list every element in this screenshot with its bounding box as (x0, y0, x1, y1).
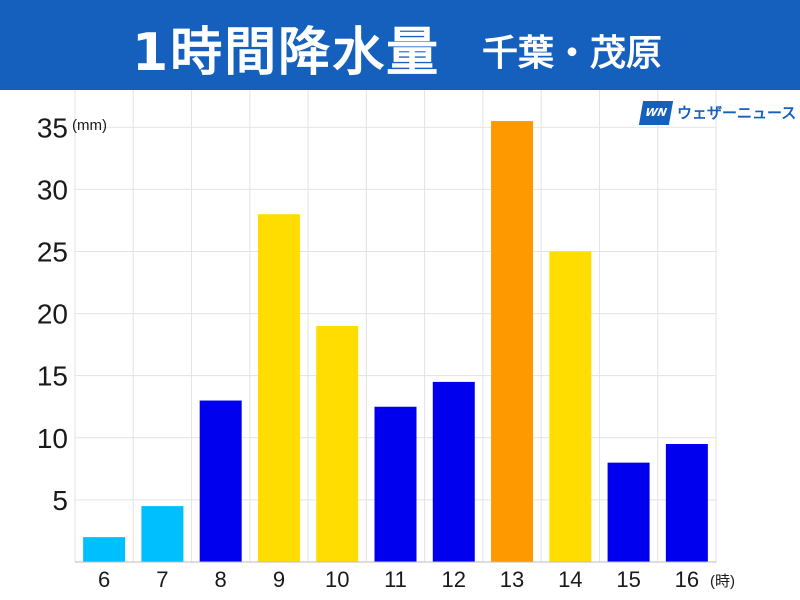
y-tick-label: 35 (37, 112, 68, 143)
y-tick-label: 25 (37, 236, 68, 267)
bar-chart: 5 10 15 20 25 30 35 6 7 8 9 10 11 12 13 14 15 16 (mm) (時) (37, 90, 735, 592)
wni-badge-icon: WN (638, 101, 674, 125)
bar (374, 406, 417, 562)
x-tick-label: 13 (500, 567, 524, 592)
y-tick-label: 30 (37, 174, 68, 205)
x-tick-label: 8 (215, 567, 227, 592)
x-tick-label: 7 (156, 567, 168, 592)
y-tick-label: 5 (52, 485, 68, 516)
bar (141, 506, 184, 562)
bars (83, 121, 708, 563)
bar (199, 400, 242, 562)
x-tick-label: 15 (616, 567, 640, 592)
chart-title: 1時間降水量 (132, 23, 441, 83)
bar (83, 537, 126, 562)
bar (665, 444, 708, 562)
x-tick-label: 9 (273, 567, 285, 592)
x-tick-label: 6 (98, 567, 110, 592)
axes: 5 10 15 20 25 30 35 6 7 8 9 10 11 12 13 14 15 16 (37, 112, 716, 592)
x-tick-label: 12 (442, 567, 466, 592)
weathernews-logo: WN ウェザーニュース (638, 101, 796, 125)
bar (607, 462, 650, 562)
x-axis-unit: (時) (710, 573, 735, 590)
grid (74, 90, 717, 562)
y-tick-label: 15 (37, 361, 68, 392)
bar (432, 381, 475, 562)
title-bar: 1時間降水量 千葉・茂原 (0, 0, 800, 90)
x-tick-label: 10 (325, 567, 349, 592)
bar (257, 214, 300, 563)
y-tick-label: 20 (37, 299, 68, 330)
y-tick-label: 10 (37, 423, 68, 454)
bar (491, 121, 534, 562)
location-label: 千葉・茂原 (482, 33, 663, 74)
x-tick-label: 16 (675, 567, 699, 592)
x-tick-label: 14 (558, 567, 582, 592)
bar (549, 251, 592, 562)
y-axis-unit: (mm) (72, 117, 107, 134)
brand-name: ウェザーニュース (677, 104, 797, 122)
x-tick-label: 11 (384, 567, 407, 592)
bar (316, 326, 359, 562)
